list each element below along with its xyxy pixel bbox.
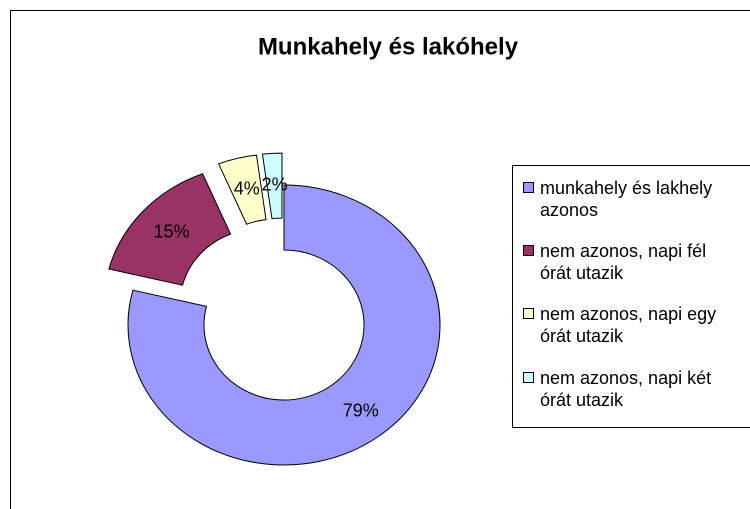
doughnut-segment	[108, 173, 232, 286]
legend-swatch	[523, 308, 534, 319]
data-label: 2%	[262, 175, 288, 195]
data-label: 15%	[153, 221, 189, 241]
doughnut-segment	[217, 154, 267, 225]
data-label: 4%	[234, 179, 260, 199]
doughnut-segment	[261, 152, 283, 220]
legend-label: nem azonos, napi két órát utazik	[540, 368, 712, 410]
data-label: 79%	[343, 401, 379, 421]
legend-label: nem azonos, napi fél órát utazik	[540, 241, 707, 283]
legend-swatch	[523, 372, 534, 383]
doughnut-segment	[127, 184, 441, 466]
legend-label: nem azonos, napi egy órát utazik	[540, 304, 717, 346]
legend-swatch	[523, 182, 534, 193]
legend-box	[512, 165, 750, 428]
chart-title: Munkahely és lakóhely	[258, 33, 519, 60]
legend-swatch	[523, 245, 534, 256]
legend-label: munkahely és lakhely azonos	[540, 178, 713, 220]
